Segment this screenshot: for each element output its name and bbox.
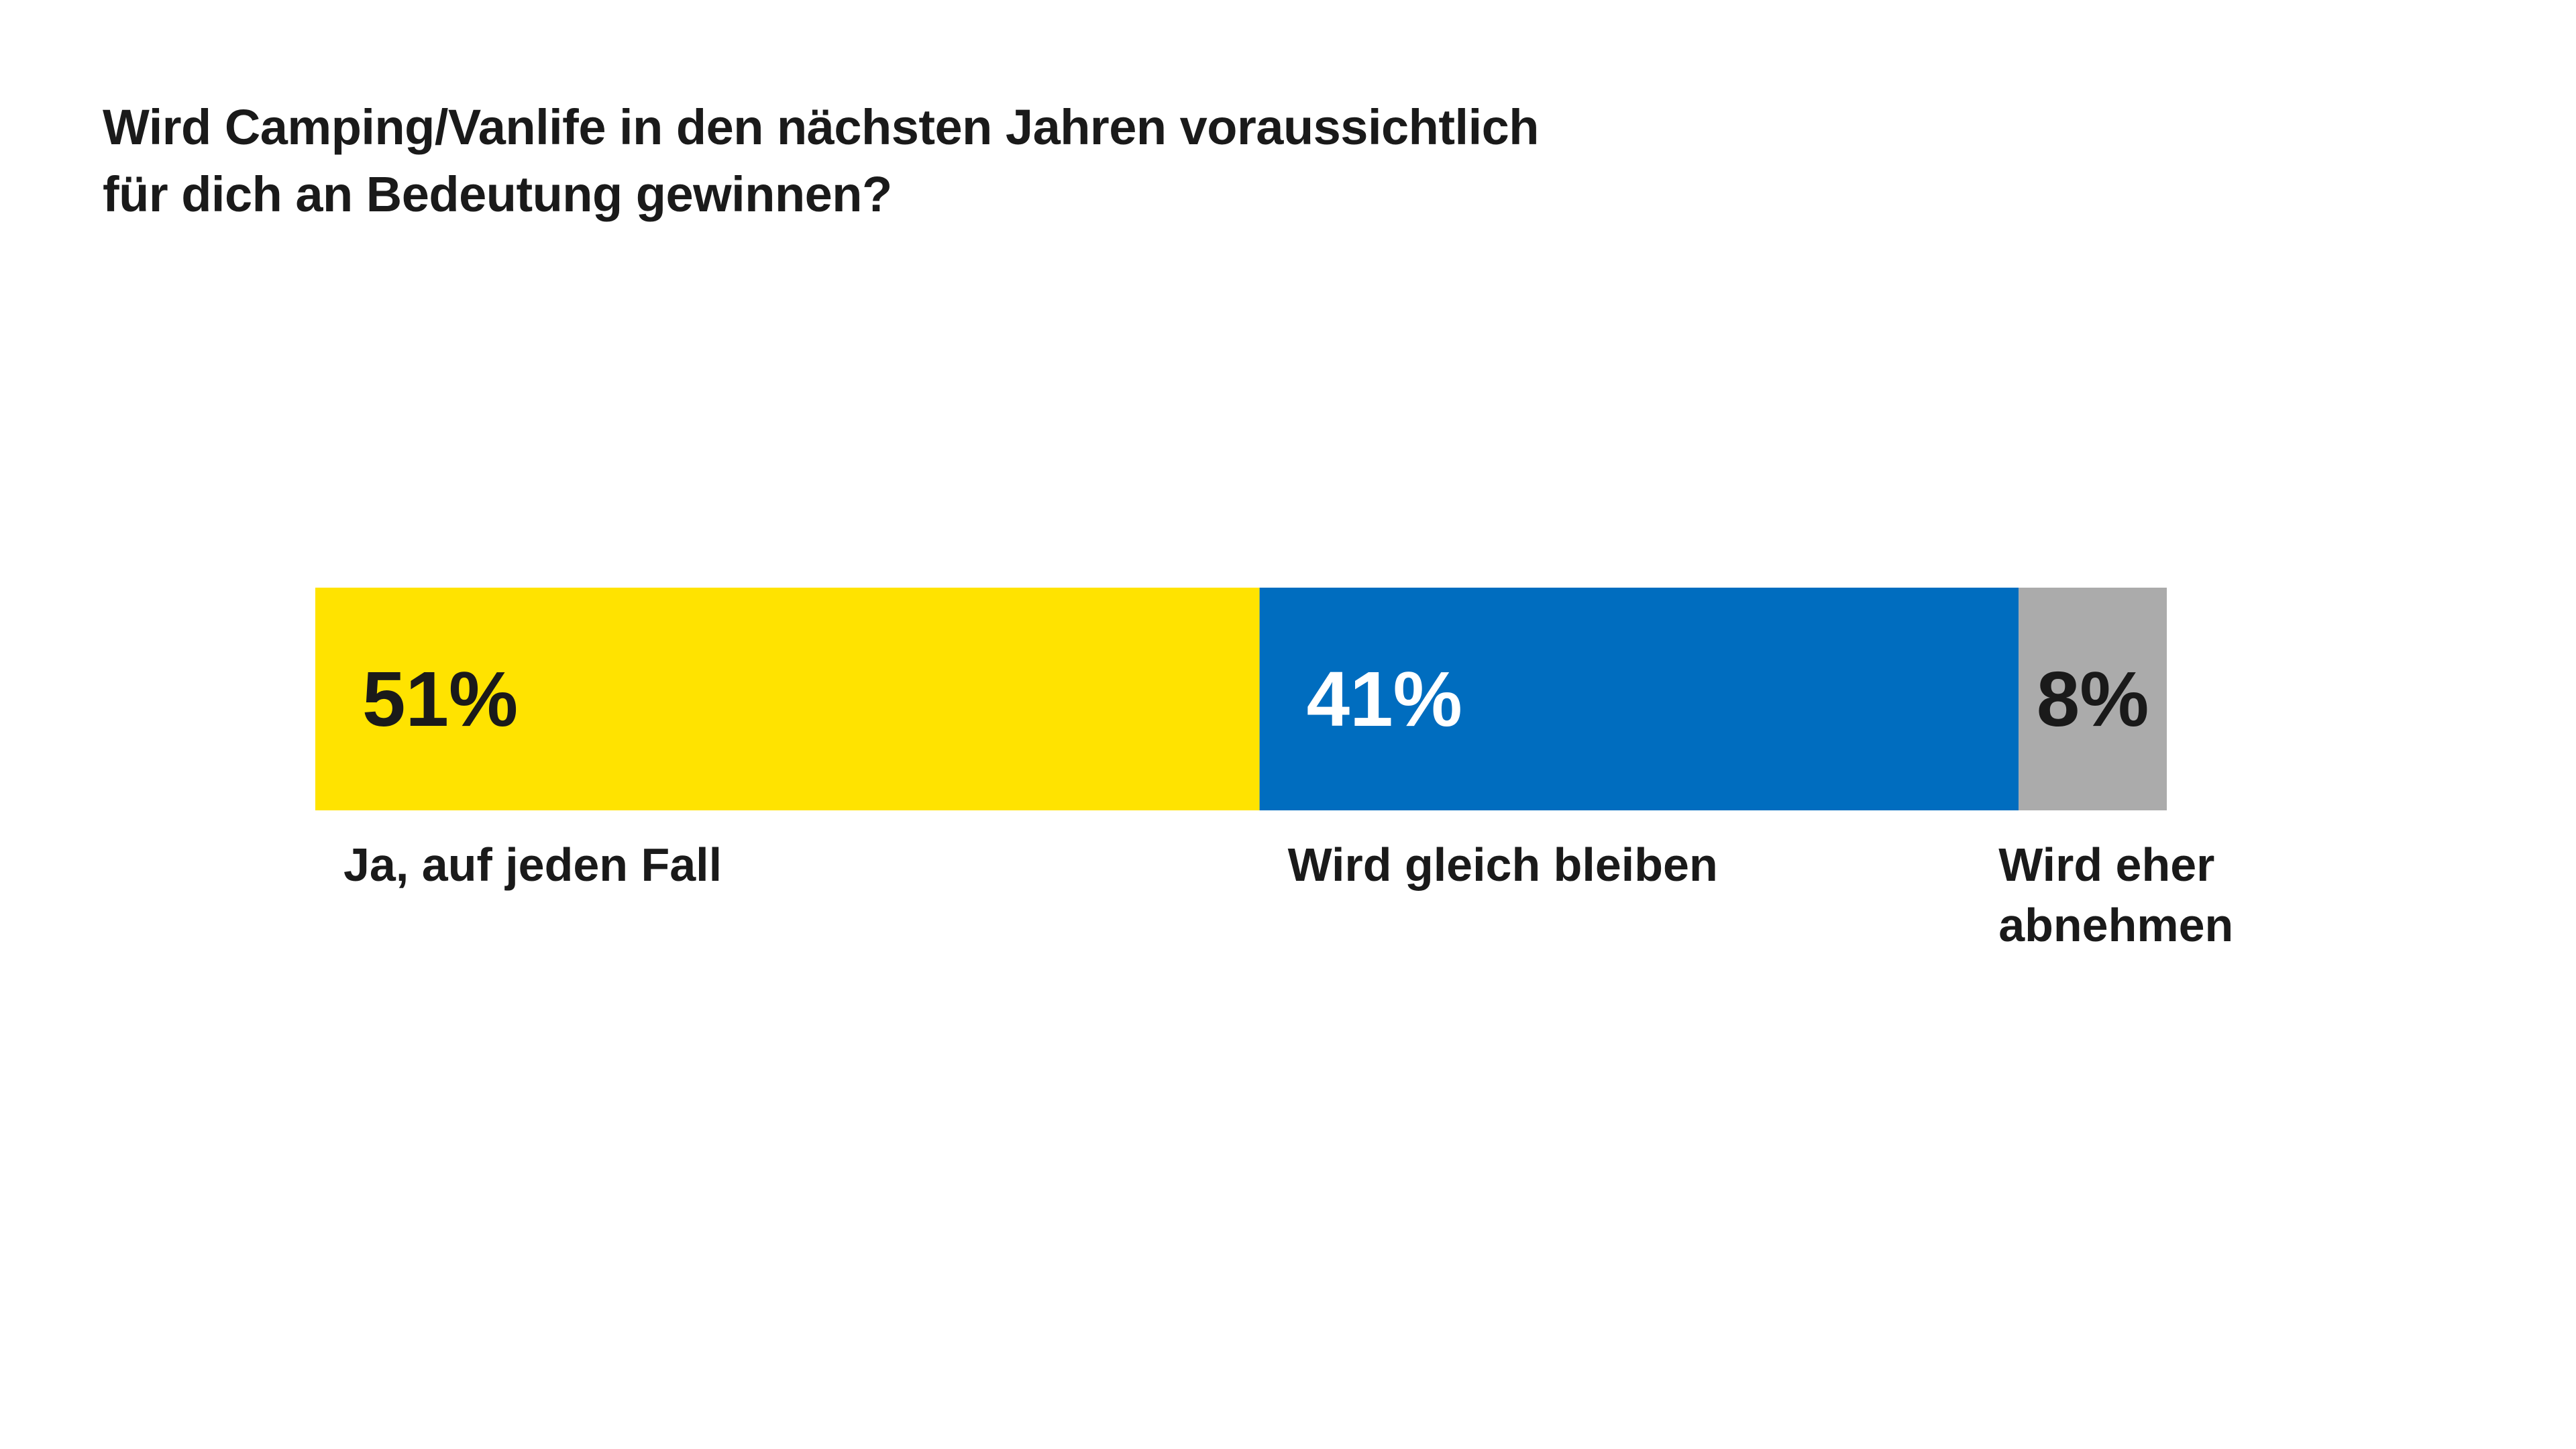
bar-value-label-1: 51% bbox=[362, 655, 518, 743]
chart-title: Wird Camping/Vanlife in den nächsten Jah… bbox=[103, 94, 1780, 228]
chart-title-line-2: für dich an Bedeutung gewinnen? bbox=[103, 166, 892, 222]
bar-segment-3 bbox=[2019, 588, 2167, 810]
category-label-3-line-2: abnehmen bbox=[1998, 899, 2233, 951]
category-label-2-line-1: Wird gleich bleiben bbox=[1288, 839, 1718, 891]
bar-value-label-3: 8% bbox=[2037, 655, 2149, 743]
bar-segment-2 bbox=[1259, 588, 2019, 810]
category-label-3-line-1: Wird eher bbox=[1998, 839, 2214, 891]
bar-value-label-2: 41% bbox=[1307, 655, 1462, 743]
chart-title-line-1: Wird Camping/Vanlife in den nächsten Jah… bbox=[103, 99, 1540, 155]
category-label-1-line-1: Ja, auf jeden Fall bbox=[343, 839, 722, 891]
bar-segment-1 bbox=[315, 588, 1260, 810]
